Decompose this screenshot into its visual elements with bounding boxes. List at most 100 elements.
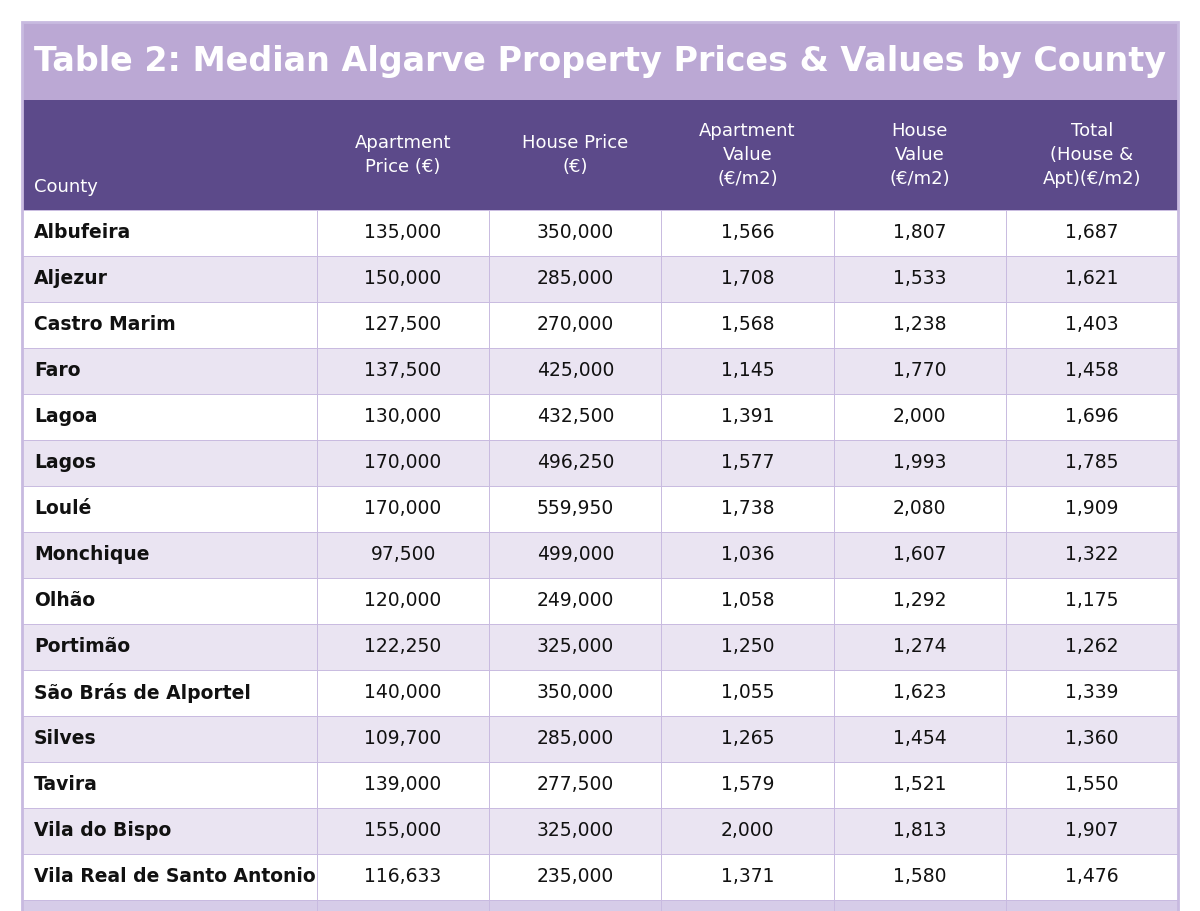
Text: 1,993: 1,993 bbox=[893, 454, 947, 473]
Text: 1,238: 1,238 bbox=[893, 315, 947, 334]
Text: 1,262: 1,262 bbox=[1066, 638, 1118, 657]
Text: 277,500: 277,500 bbox=[536, 775, 614, 794]
Text: 1,580: 1,580 bbox=[893, 867, 947, 886]
Text: 1,566: 1,566 bbox=[721, 223, 774, 242]
Text: 1,577: 1,577 bbox=[721, 454, 774, 473]
Text: 559,950: 559,950 bbox=[536, 499, 614, 518]
Text: County: County bbox=[34, 178, 98, 196]
Bar bbox=[22, 302, 1178, 348]
Text: 1,621: 1,621 bbox=[1066, 270, 1118, 289]
Text: Loulé: Loulé bbox=[34, 499, 91, 518]
Text: Total
(House &
Apt)(€/m2): Total (House & Apt)(€/m2) bbox=[1043, 122, 1141, 188]
Text: Aljezur: Aljezur bbox=[34, 270, 108, 289]
Text: Monchique: Monchique bbox=[34, 546, 150, 565]
Text: 1,371: 1,371 bbox=[721, 867, 774, 886]
Text: Lagos: Lagos bbox=[34, 454, 96, 473]
Bar bbox=[22, 808, 1178, 854]
Text: 425,000: 425,000 bbox=[536, 362, 614, 381]
Bar bbox=[22, 256, 1178, 302]
Text: 1,909: 1,909 bbox=[1066, 499, 1118, 518]
Bar bbox=[22, 532, 1178, 578]
Text: 496,250: 496,250 bbox=[536, 454, 614, 473]
Text: 150,000: 150,000 bbox=[365, 270, 442, 289]
Text: 1,533: 1,533 bbox=[893, 270, 947, 289]
Text: 170,000: 170,000 bbox=[365, 499, 442, 518]
Text: 499,000: 499,000 bbox=[536, 546, 614, 565]
Text: Apartment
Price (€): Apartment Price (€) bbox=[355, 134, 451, 176]
Bar bbox=[22, 762, 1178, 808]
Text: 1,454: 1,454 bbox=[893, 730, 947, 749]
Text: 1,058: 1,058 bbox=[721, 591, 774, 610]
Text: 235,000: 235,000 bbox=[536, 867, 614, 886]
Text: 1,476: 1,476 bbox=[1066, 867, 1118, 886]
Text: Faro: Faro bbox=[34, 362, 80, 381]
Bar bbox=[22, 394, 1178, 440]
Text: 2,080: 2,080 bbox=[893, 499, 947, 518]
Text: 1,292: 1,292 bbox=[893, 591, 947, 610]
Text: 1,607: 1,607 bbox=[893, 546, 947, 565]
Bar bbox=[22, 440, 1178, 486]
Bar bbox=[22, 348, 1178, 394]
Bar bbox=[22, 210, 1178, 256]
Bar bbox=[22, 624, 1178, 670]
Text: 1,579: 1,579 bbox=[721, 775, 774, 794]
Text: 1,708: 1,708 bbox=[721, 270, 774, 289]
Text: 325,000: 325,000 bbox=[536, 638, 614, 657]
Text: Albufeira: Albufeira bbox=[34, 223, 131, 242]
Text: 1,403: 1,403 bbox=[1066, 315, 1118, 334]
Text: 1,623: 1,623 bbox=[893, 683, 947, 702]
Text: Table 2: Median Algarve Property Prices & Values by County: Table 2: Median Algarve Property Prices … bbox=[34, 45, 1166, 77]
Text: 1,055: 1,055 bbox=[721, 683, 774, 702]
Text: Lagoa: Lagoa bbox=[34, 407, 97, 426]
Text: 270,000: 270,000 bbox=[536, 315, 614, 334]
Text: 1,807: 1,807 bbox=[893, 223, 947, 242]
Text: House
Value
(€/m2): House Value (€/m2) bbox=[889, 122, 950, 188]
Text: 1,770: 1,770 bbox=[893, 362, 947, 381]
Text: 127,500: 127,500 bbox=[365, 315, 442, 334]
Text: 1,391: 1,391 bbox=[721, 407, 774, 426]
Text: 1,274: 1,274 bbox=[893, 638, 947, 657]
Text: 2,000: 2,000 bbox=[721, 822, 774, 841]
Text: 170,000: 170,000 bbox=[365, 454, 442, 473]
Bar bbox=[22, 100, 1178, 210]
Text: Portimão: Portimão bbox=[34, 638, 130, 657]
Text: 137,500: 137,500 bbox=[365, 362, 442, 381]
Bar bbox=[22, 486, 1178, 532]
Text: 109,700: 109,700 bbox=[365, 730, 442, 749]
Text: 135,000: 135,000 bbox=[365, 223, 442, 242]
Text: 1,339: 1,339 bbox=[1066, 683, 1118, 702]
Text: 140,000: 140,000 bbox=[365, 683, 442, 702]
Text: 116,633: 116,633 bbox=[365, 867, 442, 886]
Text: 1,738: 1,738 bbox=[721, 499, 774, 518]
Text: 325,000: 325,000 bbox=[536, 822, 614, 841]
Text: 1,521: 1,521 bbox=[893, 775, 947, 794]
Bar bbox=[22, 854, 1178, 900]
Text: 1,145: 1,145 bbox=[721, 362, 774, 381]
Text: 1,907: 1,907 bbox=[1066, 822, 1118, 841]
Text: Olhão: Olhão bbox=[34, 591, 95, 610]
Text: Tavira: Tavira bbox=[34, 775, 98, 794]
Bar bbox=[22, 716, 1178, 762]
Text: 1,550: 1,550 bbox=[1066, 775, 1118, 794]
Text: 1,785: 1,785 bbox=[1066, 454, 1118, 473]
Bar bbox=[22, 900, 1178, 911]
Text: 1,813: 1,813 bbox=[893, 822, 947, 841]
Text: 130,000: 130,000 bbox=[365, 407, 442, 426]
Text: 1,360: 1,360 bbox=[1066, 730, 1118, 749]
Text: 1,322: 1,322 bbox=[1066, 546, 1118, 565]
Text: 1,250: 1,250 bbox=[721, 638, 774, 657]
Bar bbox=[22, 578, 1178, 624]
Text: 1,175: 1,175 bbox=[1066, 591, 1118, 610]
Text: 1,687: 1,687 bbox=[1066, 223, 1118, 242]
Text: Castro Marim: Castro Marim bbox=[34, 315, 175, 334]
Text: Silves: Silves bbox=[34, 730, 97, 749]
Text: São Brás de Alportel: São Brás de Alportel bbox=[34, 683, 251, 703]
Text: 285,000: 285,000 bbox=[536, 730, 614, 749]
Text: Vila Real de Santo Antonio: Vila Real de Santo Antonio bbox=[34, 867, 316, 886]
Text: 97,500: 97,500 bbox=[371, 546, 436, 565]
Text: House Price
(€): House Price (€) bbox=[522, 134, 629, 176]
Text: 120,000: 120,000 bbox=[365, 591, 442, 610]
Text: 1,265: 1,265 bbox=[721, 730, 774, 749]
Text: 155,000: 155,000 bbox=[365, 822, 442, 841]
Bar bbox=[22, 670, 1178, 716]
